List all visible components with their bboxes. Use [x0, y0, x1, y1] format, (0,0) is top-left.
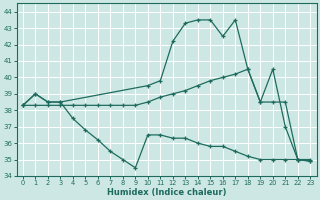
- X-axis label: Humidex (Indice chaleur): Humidex (Indice chaleur): [107, 188, 226, 197]
